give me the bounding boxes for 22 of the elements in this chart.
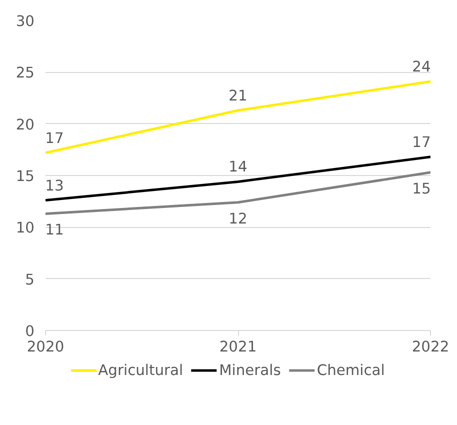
data-label: 21 [228, 87, 248, 104]
x-tick-label: 2021 [219, 338, 257, 356]
data-label: 12 [228, 210, 248, 228]
legend-label: Minerals [219, 362, 281, 378]
x-tick-label: 2020 [26, 338, 64, 356]
data-label: 17 [412, 134, 431, 151]
y-tick-label: 10 [16, 220, 35, 237]
data-label: 15 [412, 180, 431, 198]
x-tick-label: 2022 [412, 338, 450, 356]
y-tick-label: 25 [16, 64, 35, 82]
legend-label: Chemical [316, 362, 385, 378]
y-tick-label: 30 [16, 13, 35, 30]
y-tick-label: 15 [16, 168, 35, 185]
data-label: 13 [45, 177, 64, 194]
y-tick-label: 20 [16, 116, 35, 134]
data-label: 17 [45, 130, 64, 147]
y-tick-label: 0 [25, 323, 35, 340]
y-tick-label: 5 [25, 271, 35, 288]
data-label: 14 [228, 158, 248, 176]
legend-label: Agricultural [98, 362, 184, 378]
data-label: 11 [45, 222, 64, 239]
data-label: 24 [412, 58, 431, 76]
